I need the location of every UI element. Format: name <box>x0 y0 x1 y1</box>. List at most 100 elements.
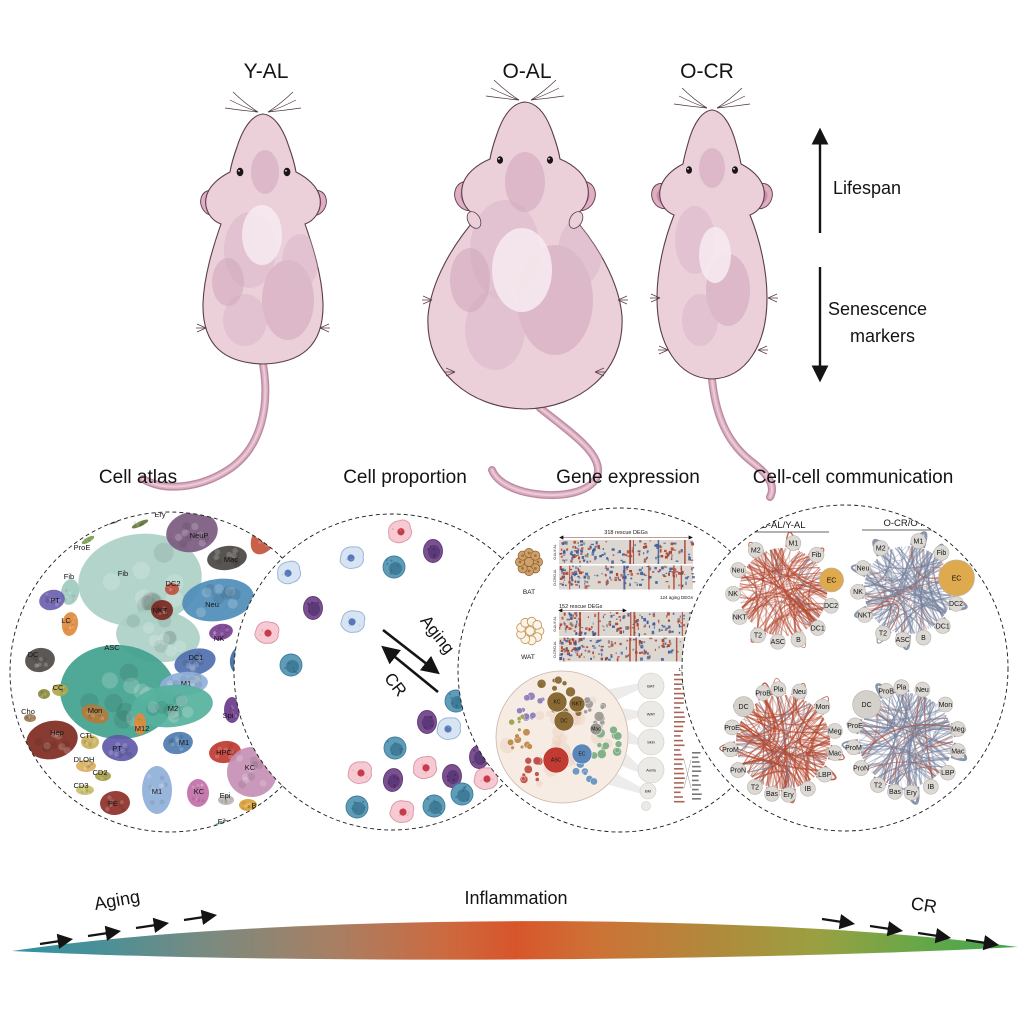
svg-text:Bas: Bas <box>889 789 902 796</box>
svg-text:ProB: ProB <box>878 688 894 695</box>
footer-aging-label: Aging <box>93 886 142 914</box>
svg-text:Hep: Hep <box>50 728 64 737</box>
svg-text:LC: LC <box>61 616 71 625</box>
svg-text:152 rescue DEGs: 152 rescue DEGs <box>559 604 603 610</box>
svg-text:NKT: NKT <box>858 612 873 619</box>
svg-text:Fib: Fib <box>64 572 74 581</box>
cell-pink <box>347 761 372 784</box>
svg-text:B: B <box>921 635 926 642</box>
svg-text:DC2: DC2 <box>165 579 180 588</box>
svg-text:LBP: LBP <box>941 770 955 777</box>
umap-cluster-mon: Mon <box>81 704 109 724</box>
svg-text:O-AL/Y-AL: O-AL/Y-AL <box>760 520 805 531</box>
svg-text:ProM: ProM <box>722 747 739 754</box>
inflammation-lens <box>12 921 1018 960</box>
svg-text:DLOH: DLOH <box>74 755 95 764</box>
cell-pink <box>413 755 438 780</box>
svg-text:DC2: DC2 <box>824 603 838 610</box>
svg-text:ASC: ASC <box>104 643 120 652</box>
svg-text:EC: EC <box>827 577 837 584</box>
svg-text:ASC: ASC <box>771 639 785 646</box>
umap-cluster-m1: M1 <box>163 731 193 755</box>
svg-text:M1: M1 <box>914 538 924 545</box>
deg-heatmap: 318 rescue DEGs O-AL/Y-AL O-CR/O-AL 124 agi… <box>553 530 696 600</box>
lifespan-label: Lifespan <box>833 178 901 198</box>
cell-teal <box>422 794 446 818</box>
umap-cluster-m1: M1 <box>142 766 172 814</box>
svg-text:Mac: Mac <box>951 748 965 755</box>
svg-text:CC: CC <box>53 683 64 692</box>
rat-o-cr <box>650 87 778 501</box>
svg-text:M1: M1 <box>181 679 191 688</box>
svg-text:DC: DC <box>560 719 568 725</box>
svg-text:Bas: Bas <box>766 791 779 798</box>
umap-cluster-b: B <box>239 799 257 811</box>
svg-text:O-AL/Y-AL: O-AL/Y-AL <box>553 616 557 631</box>
svg-text:WAT: WAT <box>647 712 656 717</box>
umap-cluster-kc: KC <box>187 779 209 807</box>
svg-text:WAT: WAT <box>521 654 535 661</box>
footer-inflammation-label: Inflammation <box>464 888 567 908</box>
svg-text:T2: T2 <box>879 631 887 638</box>
svg-text:M1: M1 <box>789 540 799 547</box>
umap-cluster-spi: Spi <box>223 697 240 723</box>
svg-text:Mac: Mac <box>224 555 238 564</box>
svg-text:DC1: DC1 <box>811 625 825 632</box>
svg-text:ProN: ProN <box>853 765 869 772</box>
svg-text:T2: T2 <box>874 782 882 789</box>
svg-text:M1: M1 <box>152 787 162 796</box>
svg-text:M2: M2 <box>751 547 761 554</box>
svg-text:M12: M12 <box>135 724 150 733</box>
rat-y-al <box>139 91 330 491</box>
svg-text:CTL: CTL <box>80 731 94 740</box>
outcome-axes: Lifespan Senescence markers <box>811 127 927 383</box>
cell-teal <box>345 795 369 819</box>
svg-text:ProM: ProM <box>845 745 862 752</box>
gene-expression-panel: BAT 318 rescue DEGs O-AL/Y-AL O-CR/O-AL 124 … <box>495 530 702 811</box>
svg-text:BM: BM <box>645 789 651 794</box>
svg-text:NK: NK <box>214 634 224 643</box>
svg-text:NK: NK <box>853 589 863 596</box>
svg-text:NK: NK <box>728 591 738 598</box>
aging-progress-arrows <box>39 909 218 949</box>
umap-cluster-epi: Epi <box>218 791 234 805</box>
svg-text:ProE: ProE <box>74 543 91 552</box>
svg-text:Pla: Pla <box>261 535 273 544</box>
svg-text:HPC: HPC <box>216 748 232 757</box>
svg-text:M1: M1 <box>179 738 189 747</box>
svg-text:Ery: Ery <box>154 510 166 519</box>
cell-teal <box>382 555 406 579</box>
analysis-circle-2: BAT 318 rescue DEGs O-AL/Y-AL O-CR/O-AL 124 … <box>457 507 783 833</box>
analysis-circle-3: O-AL/Y-ALM1FibECDC2DC1BASCT2NKTNKNeuM2O-… <box>681 504 1009 832</box>
cell-pink <box>254 621 280 644</box>
svg-text:NKT: NKT <box>733 614 748 621</box>
umap-cluster-fib: Fib <box>60 572 80 605</box>
svg-text:ASC: ASC <box>896 637 910 644</box>
wat-tissue-icon: WAT <box>516 616 545 661</box>
umap-cluster-m2: M2 <box>131 684 213 728</box>
svg-text:ProE: ProE <box>724 725 740 732</box>
svg-text:Pla: Pla <box>896 685 906 692</box>
svg-text:PT: PT <box>112 744 122 753</box>
svg-text:M2: M2 <box>876 545 886 552</box>
umap-cluster-pt: PT <box>39 589 65 611</box>
inflammation-gradient <box>12 909 1018 960</box>
svg-text:Fib: Fib <box>218 817 228 826</box>
umap-cluster-pe: PE <box>100 790 130 816</box>
svg-text:Ery: Ery <box>783 792 794 799</box>
svg-text:Epi: Epi <box>220 791 231 800</box>
svg-text:O-AL/Y-AL: O-AL/Y-AL <box>553 544 557 559</box>
mouse-label-o-cr: O-CR <box>680 60 734 83</box>
svg-text:T2: T2 <box>754 633 762 640</box>
svg-text:O-CR/O-AL: O-CR/O-AL <box>883 518 932 529</box>
cell-teal <box>450 782 474 806</box>
svg-text:Aorta: Aorta <box>646 768 656 773</box>
analysis-circle-1 <box>233 513 551 831</box>
title-cell-communication: Cell-cell communication <box>753 467 954 488</box>
umap-cluster-dloh: DLOH <box>74 755 96 772</box>
umap-cluster <box>38 689 50 699</box>
svg-text:KC: KC <box>245 763 256 772</box>
umap-cluster-pt: PT <box>102 734 138 762</box>
